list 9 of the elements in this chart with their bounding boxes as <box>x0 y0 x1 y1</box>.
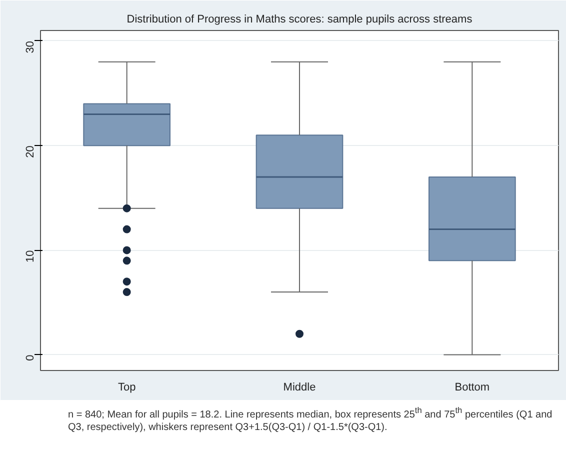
y-tick-label: 0 <box>24 354 36 361</box>
x-tick-label: Bottom <box>454 382 490 394</box>
y-tick-label: 20 <box>24 146 36 158</box>
x-tick-label: Top <box>118 382 136 394</box>
chart-title: Distribution of Progress in Maths scores: sample pupils across streams <box>126 14 473 26</box>
x-tick-label: Middle <box>283 382 316 394</box>
y-tick-label: 10 <box>24 250 36 262</box>
y-tick-label: 30 <box>24 40 36 54</box>
text: n = 840; Mean for all pupils = 18.2. Line represents median, box represents 25$^{th}$ and 75$^{th}$ percentiles (Q1 and Q3, respectively), whiskers represent Q3+1.5(Q3-Q1) / Q1-1.5*(Q3-Q1). <box>68 405 552 433</box>
